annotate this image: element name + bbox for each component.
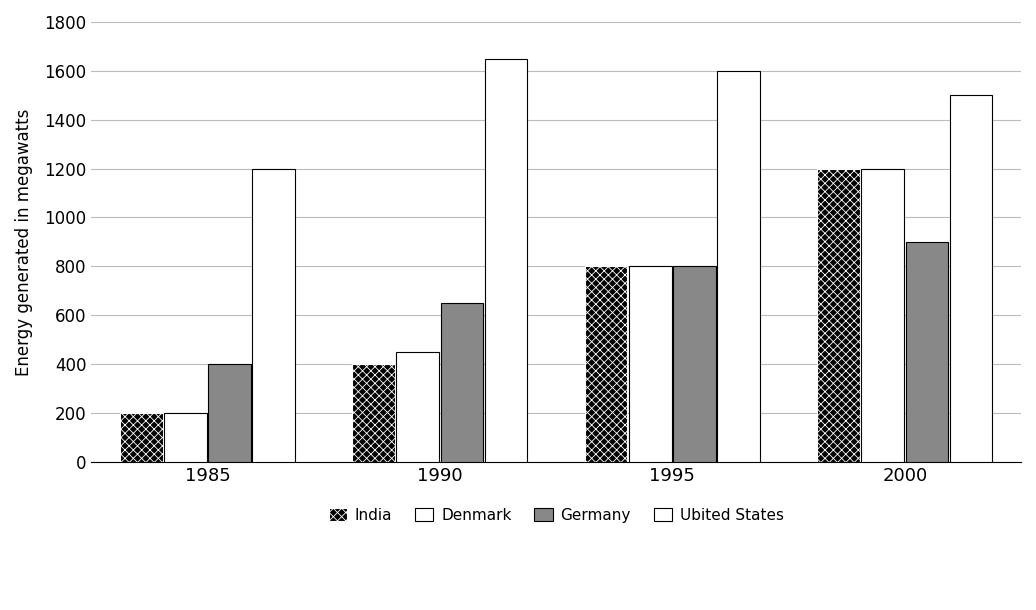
Bar (629, 267, 671, 462)
Bar (397, 352, 439, 462)
Bar (584, 267, 628, 462)
Bar (817, 168, 860, 462)
Bar (673, 267, 716, 462)
Bar (208, 364, 251, 462)
Bar (861, 168, 904, 462)
Bar (717, 71, 759, 462)
Bar (253, 168, 295, 462)
Bar (440, 303, 483, 462)
Y-axis label: Energy generated in megawatts: Energy generated in megawatts (15, 108, 33, 376)
Bar (164, 413, 206, 462)
Bar (905, 242, 948, 462)
Bar (950, 95, 992, 462)
Bar (485, 59, 527, 462)
Bar (120, 413, 163, 462)
Bar (352, 364, 395, 462)
Legend: India, Denmark, Germany, Ubited States: India, Denmark, Germany, Ubited States (322, 501, 789, 529)
